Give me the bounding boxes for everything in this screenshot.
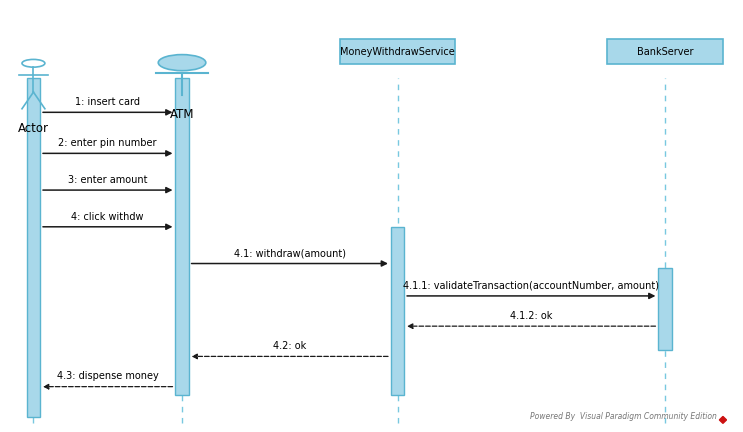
FancyBboxPatch shape [608, 39, 722, 64]
Text: 1: insert card: 1: insert card [75, 97, 140, 107]
Text: ATM: ATM [170, 108, 194, 121]
Ellipse shape [22, 60, 45, 67]
FancyBboxPatch shape [340, 39, 455, 64]
Text: 2: enter pin number: 2: enter pin number [59, 138, 157, 148]
Text: Powered By  Visual Paradigm Community Edition: Powered By Visual Paradigm Community Edi… [530, 412, 717, 421]
Polygon shape [719, 416, 727, 423]
Text: BankServer: BankServer [637, 47, 693, 57]
Text: 3: enter amount: 3: enter amount [68, 175, 147, 185]
FancyBboxPatch shape [658, 268, 672, 350]
Text: 4.1: withdraw(amount): 4.1: withdraw(amount) [234, 248, 345, 258]
FancyBboxPatch shape [391, 227, 404, 395]
Text: Actor: Actor [18, 122, 49, 135]
FancyBboxPatch shape [27, 78, 40, 417]
Ellipse shape [158, 54, 206, 71]
Text: 4.2: ok: 4.2: ok [273, 341, 306, 351]
Text: 4.3: dispense money: 4.3: dispense money [57, 372, 158, 381]
Text: 4.1.2: ok: 4.1.2: ok [510, 311, 553, 321]
FancyBboxPatch shape [175, 78, 189, 395]
Text: 4: click withdw: 4: click withdw [71, 212, 144, 222]
Text: MoneyWithdrawService: MoneyWithdrawService [340, 47, 455, 57]
Text: 4.1.1: validateTransaction(accountNumber, amount): 4.1.1: validateTransaction(accountNumber… [403, 281, 659, 291]
